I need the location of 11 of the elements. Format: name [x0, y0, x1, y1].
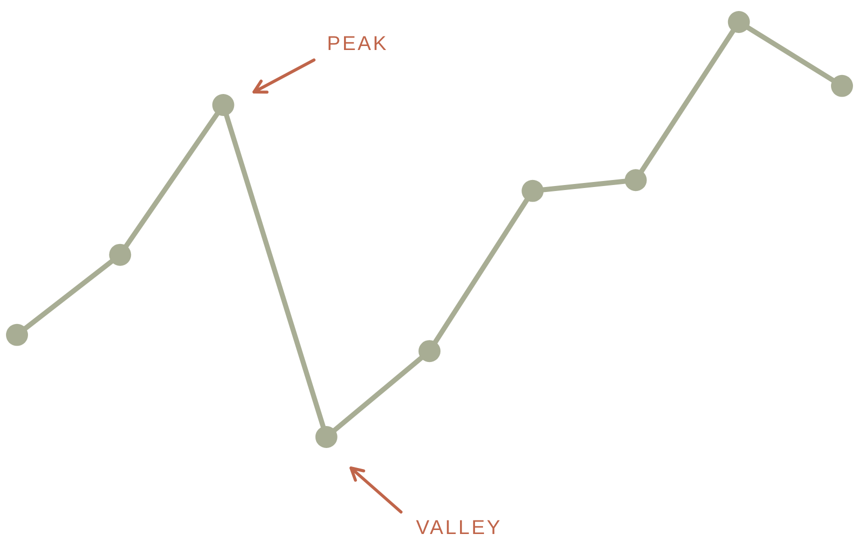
annotation: PEAK	[327, 33, 388, 55]
point	[109, 244, 132, 266]
point	[728, 11, 750, 33]
point	[315, 426, 338, 448]
text: VALLEY	[416, 517, 502, 539]
point	[624, 169, 647, 192]
point	[522, 180, 544, 202]
point	[212, 94, 234, 116]
point	[831, 74, 853, 97]
point	[6, 324, 28, 346]
point	[418, 340, 440, 362]
